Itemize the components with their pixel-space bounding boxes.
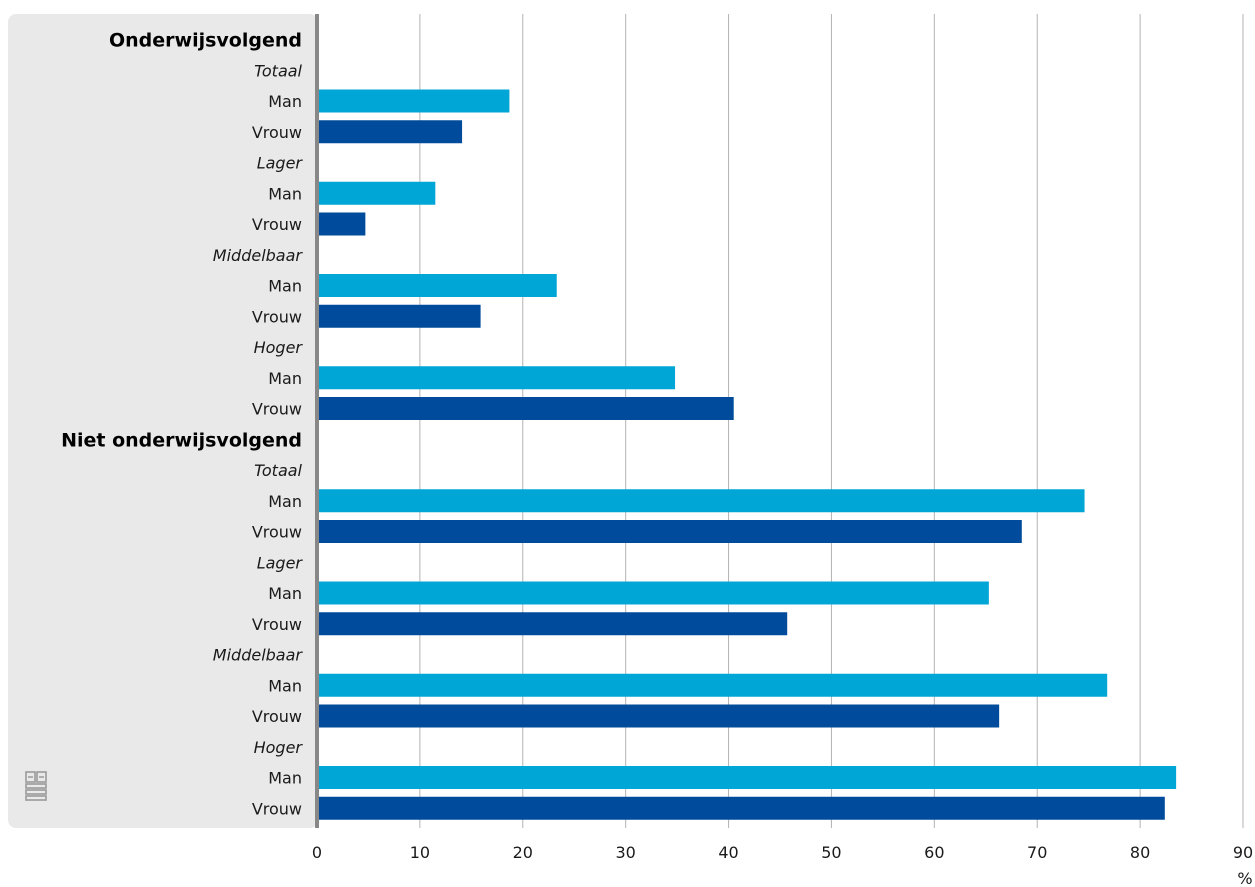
subgroup-label: Middelbaar — [213, 646, 304, 665]
bar-vrouw — [319, 520, 1022, 543]
bar-label: Vrouw — [252, 400, 302, 419]
bar-vrouw — [319, 612, 788, 636]
bar-vrouw — [319, 397, 734, 420]
x-tick-label-40: 40 — [718, 843, 738, 862]
bar-label: Man — [268, 492, 302, 511]
bar-vrouw — [319, 704, 1000, 728]
x-tick-label-50: 50 — [821, 843, 841, 862]
subgroup-label: Hoger — [254, 338, 304, 357]
subgroup-label: Totaal — [254, 461, 302, 480]
bar-label: Vrouw — [252, 799, 302, 818]
bar-vrouw — [319, 120, 463, 144]
x-tick-label-90: 90 — [1233, 843, 1253, 862]
subgroup-label: Middelbaar — [213, 246, 304, 265]
x-tick-label-20: 20 — [513, 843, 533, 862]
bar-label: Man — [268, 769, 302, 788]
bar-label: Vrouw — [252, 615, 302, 634]
group-label: Niet onderwijsvolgend — [61, 429, 302, 451]
label-panel — [8, 14, 318, 828]
bar-man — [319, 673, 1108, 697]
subgroup-label: Totaal — [254, 61, 302, 80]
x-tick-label-10: 10 — [410, 843, 430, 862]
bar-label: Man — [268, 184, 302, 203]
x-tick-label-70: 70 — [1027, 843, 1047, 862]
bar-vrouw — [319, 304, 481, 328]
bar-man — [319, 766, 1177, 789]
bar-label: Man — [268, 92, 302, 111]
bar-label: Vrouw — [252, 707, 302, 726]
bar-man — [319, 489, 1085, 513]
x-tick-label-0: 0 — [312, 843, 322, 862]
x-tick-label-30: 30 — [615, 843, 635, 862]
bar-label: Vrouw — [252, 523, 302, 542]
bar-man — [319, 581, 989, 605]
bar-man — [319, 274, 557, 297]
bar-label: Man — [268, 277, 302, 296]
bar-label: Man — [268, 676, 302, 695]
cbs-logo-icon — [25, 771, 47, 801]
bar-man — [319, 366, 676, 390]
bar-label: Vrouw — [252, 123, 302, 142]
bar-label: Man — [268, 584, 302, 603]
row-labels: Onderwijsvolgend Totaal Man Vrouw Lager Man Vr… — [61, 30, 303, 819]
bar-vrouw — [319, 212, 366, 236]
subgroup-label: Lager — [257, 154, 304, 173]
group-label: Onderwijsvolgend — [109, 30, 302, 52]
x-axis-ticks: 0 10 20 30 40 50 60 70 80 90 — [312, 843, 1253, 862]
x-tick-label-60: 60 — [924, 843, 944, 862]
bar-label: Vrouw — [252, 215, 302, 234]
bars — [319, 89, 1177, 820]
subgroup-label: Hoger — [254, 738, 304, 757]
x-tick-label-80: 80 — [1130, 843, 1150, 862]
bar-vrouw — [319, 796, 1165, 820]
subgroup-label: Lager — [257, 553, 304, 572]
x-axis-label: % — [1237, 869, 1252, 887]
bar-label: Man — [268, 369, 302, 388]
bar-label: Vrouw — [252, 307, 302, 326]
bar-man — [319, 89, 510, 113]
bar-man — [319, 181, 436, 205]
